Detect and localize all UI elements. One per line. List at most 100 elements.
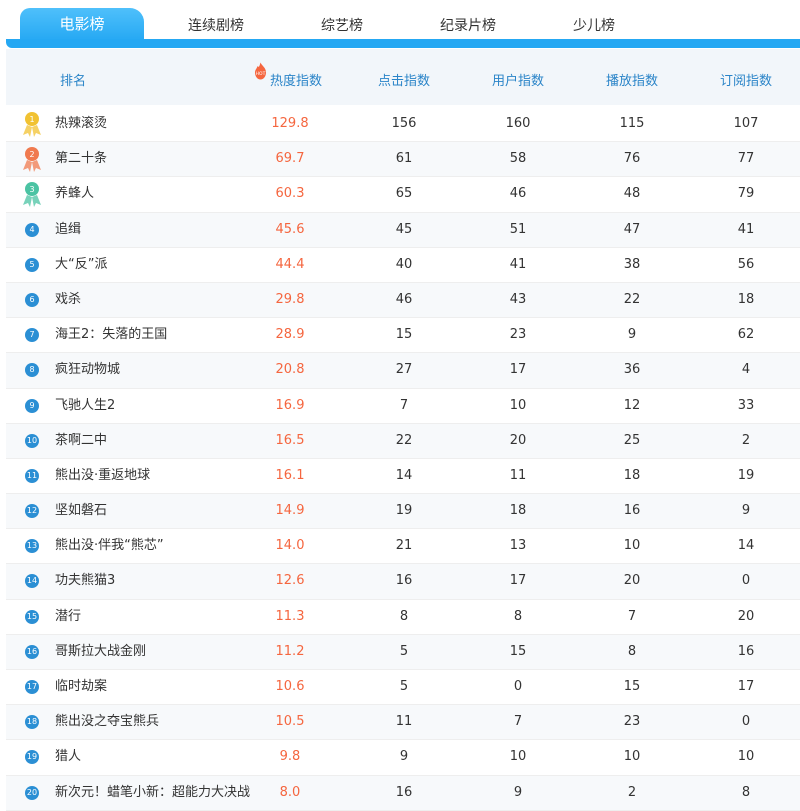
play-index-value: 2 [627, 784, 637, 800]
title-link[interactable]: 疯狂动物城 [55, 362, 121, 378]
play-index-value: 18 [623, 467, 641, 483]
title-link[interactable]: 大“反”派 [55, 256, 108, 272]
hot-index-value: 16.5 [275, 432, 305, 448]
hot-index-value: 69.7 [275, 151, 305, 167]
hot-flame-icon: HOT [255, 62, 266, 80]
user-index-value: 13 [509, 538, 527, 554]
user-index-value: 58 [509, 151, 527, 167]
title-link[interactable]: 熊出没·重返地球 [55, 467, 151, 483]
tab-tv-series[interactable]: 连续剧榜 [188, 18, 244, 34]
title-link[interactable]: 飞驰人生2 [55, 397, 116, 413]
click-index-value: 7 [399, 397, 409, 413]
table-row[interactable]: 19 猎人 9.8 9 10 10 10 [6, 740, 800, 776]
subscribe-index-value: 4 [741, 362, 751, 378]
table-row[interactable]: 4 追缉 45.6 45 51 47 41 [6, 212, 800, 248]
rank-badge: 12 [25, 504, 39, 519]
tab-movies[interactable]: 电影榜 [20, 8, 144, 41]
table-row[interactable]: 17 临时劫案 10.6 5 0 15 17 [6, 670, 800, 706]
title-link[interactable]: 茶啊二中 [55, 432, 108, 448]
rank-badge: 13 [25, 539, 39, 554]
hot-index-value: 20.8 [275, 362, 305, 378]
hot-index-value: 8.0 [279, 784, 301, 800]
play-index-value: 23 [623, 714, 641, 730]
table-row[interactable]: 12 坚如磐石 14.9 19 18 16 9 [6, 494, 800, 530]
header-hot-index[interactable]: 热度指数 [269, 74, 322, 89]
title-link[interactable]: 哥斯拉大战金刚 [55, 643, 147, 659]
click-index-value: 156 [391, 116, 417, 131]
click-index-value: 15 [395, 327, 413, 343]
table-row[interactable]: 10 茶啊二中 16.5 22 20 25 2 [6, 423, 800, 459]
subscribe-index-value: 14 [737, 538, 755, 554]
tab-variety[interactable]: 综艺榜 [321, 18, 363, 34]
user-index-value: 17 [509, 362, 527, 378]
play-index-value: 16 [623, 503, 641, 519]
play-index-value: 10 [623, 749, 641, 765]
rank-badge: 6 [25, 292, 39, 307]
click-index-value: 22 [395, 432, 413, 448]
rank-number: 2 [29, 150, 34, 159]
subscribe-index-value: 20 [737, 608, 755, 624]
table-row[interactable]: 2 第二十条 69.7 61 58 76 77 [6, 142, 800, 178]
table-row[interactable]: 16 哥斯拉大战金刚 11.2 5 15 8 16 [6, 634, 800, 670]
table-row[interactable]: 14 功夫熊猫3 12.6 16 17 20 0 [6, 564, 800, 600]
title-link[interactable]: 潜行 [55, 608, 82, 624]
title-link[interactable]: 猎人 [55, 749, 82, 765]
subscribe-index-value: 77 [737, 151, 755, 167]
hot-index-value: 16.9 [275, 397, 305, 413]
title-link[interactable]: 养蜂人 [55, 186, 95, 202]
title-link[interactable]: 熊出没之夺宝熊兵 [55, 714, 160, 730]
title-link[interactable]: 功夫熊猫3 [55, 573, 116, 589]
table-row[interactable]: 6 戏杀 29.8 46 43 22 18 [6, 282, 800, 319]
hot-index-value: 11.3 [275, 608, 305, 624]
subscribe-index-value: 107 [733, 116, 759, 131]
user-index-value: 7 [513, 714, 523, 730]
title-link[interactable]: 临时劫案 [55, 679, 108, 694]
header-subscribe-index[interactable]: 订阅指数 [719, 74, 772, 89]
header-click-index[interactable]: 点击指数 [377, 74, 430, 89]
title-link[interactable]: 热辣滚烫 [55, 116, 108, 131]
play-index-value: 47 [623, 221, 641, 237]
header-rank: 排名 [59, 74, 86, 89]
title-link[interactable]: 海王2：失落的王国 [55, 327, 168, 343]
table-row[interactable]: 18 熊出没之夺宝熊兵 10.5 11 7 23 0 [6, 705, 800, 741]
tab-kids[interactable]: 少儿榜 [573, 18, 615, 34]
rank-badge: 20 [25, 785, 39, 800]
play-index-value: 36 [623, 362, 641, 378]
table-row[interactable]: 11 熊出没·重返地球 16.1 14 11 18 19 [6, 459, 800, 495]
subscribe-index-value: 33 [737, 397, 755, 413]
table-row[interactable]: 9 飞驰人生2 16.9 7 10 12 33 [6, 389, 800, 424]
title-link[interactable]: 坚如磐石 [55, 503, 108, 519]
table-row[interactable]: 1 热辣滚烫 129.8 156 160 115 107 [6, 107, 800, 143]
user-index-value: 10 [509, 749, 527, 765]
table-row[interactable]: 13 熊出没·伴我“熊芯” 14.0 21 13 10 14 [6, 529, 800, 565]
table-row[interactable]: 7 海王2：失落的王国 28.9 15 23 9 62 [6, 318, 800, 354]
title-link[interactable]: 新次元！蜡笔小新：超能力大决战 [55, 784, 251, 800]
tab-documentary[interactable]: 纪录片榜 [440, 18, 496, 34]
rank-badge: 15 [25, 609, 39, 624]
title-link[interactable]: 追缉 [55, 221, 82, 237]
table-row[interactable]: 5 大“反”派 44.4 40 41 38 56 [6, 248, 800, 283]
hot-index-value: 129.8 [271, 116, 309, 131]
header-user-index[interactable]: 用户指数 [491, 74, 544, 89]
table-row[interactable]: 15 潜行 11.3 8 8 7 20 [6, 600, 800, 635]
title-link[interactable]: 熊出没·伴我“熊芯” [55, 538, 164, 554]
subscribe-index-value: 56 [737, 256, 755, 272]
subscribe-index-value: 10 [737, 749, 755, 765]
table-row[interactable]: 20 新次元！蜡笔小新：超能力大决战 8.0 16 9 2 8 [6, 775, 800, 811]
subscribe-index-value: 62 [737, 327, 755, 343]
subscribe-index-value: 41 [737, 221, 755, 237]
title-link[interactable]: 第二十条 [55, 151, 108, 167]
rank-badge: 19 [25, 750, 39, 765]
header-play-index[interactable]: 播放指数 [605, 74, 658, 89]
table-row[interactable]: 3 养蜂人 60.3 65 46 48 79 [6, 177, 800, 213]
rank-number: 3 [29, 185, 34, 194]
ranking-table-body: 1 热辣滚烫 129.8 156 160 115 107 2 第二十条 69.7 61 58 76 77 3… [6, 107, 800, 811]
title-link[interactable]: 戏杀 [55, 291, 82, 307]
table-row[interactable]: 8 疯狂动物城 20.8 27 17 36 4 [6, 353, 800, 389]
play-index-value: 22 [623, 291, 641, 307]
hot-index-value: 45.6 [275, 221, 305, 237]
play-index-value: 20 [623, 573, 641, 589]
subscribe-index-value: 79 [737, 186, 755, 202]
user-index-value: 18 [509, 503, 527, 519]
hot-index-value: 11.2 [275, 643, 305, 659]
